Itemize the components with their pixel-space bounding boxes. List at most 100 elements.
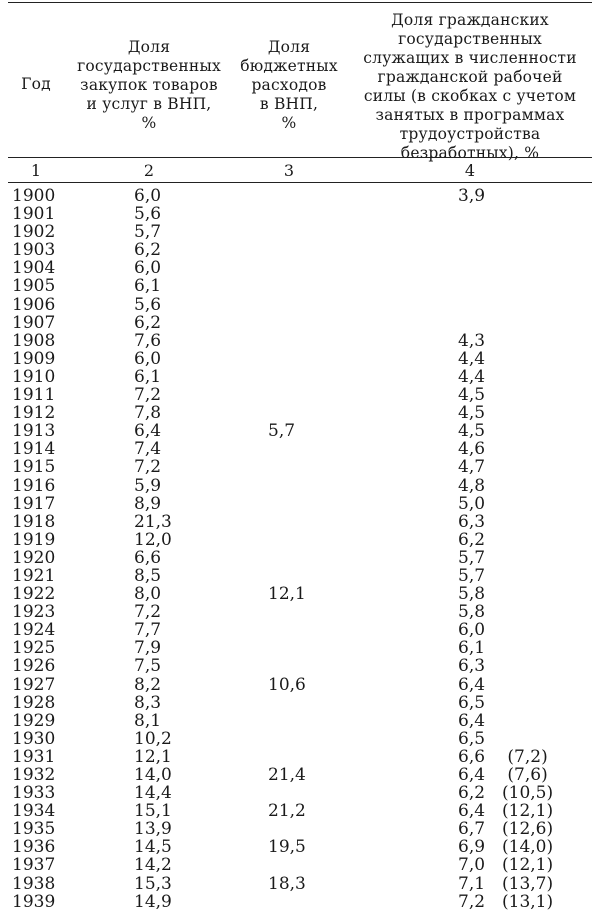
cell-gov-purchases: 5,9 <box>134 475 162 496</box>
table-row: 1913 6,4 5,7 4,5 <box>0 422 600 440</box>
cell-civil-servants: 4,5 <box>458 385 486 406</box>
cell-gov-purchases: 7,8 <box>134 403 162 424</box>
cell-gov-purchases: 6,0 <box>134 186 162 206</box>
cell-gov-purchases: 14,0 <box>134 765 172 785</box>
header-line: бюджетных <box>240 57 338 75</box>
cell-year: 1927 <box>12 674 56 695</box>
cell-gov-purchases: 7,4 <box>134 439 162 460</box>
cell-civil-servants: 4,6 <box>458 439 486 460</box>
cell-civil-servants-with-relief: (10,5) <box>502 783 554 804</box>
cell-year: 1937 <box>12 855 56 876</box>
cell-year: 1914 <box>12 439 56 460</box>
cell-year: 1912 <box>12 403 56 424</box>
cell-civil-servants-with-relief: (13,1) <box>502 891 554 912</box>
cell-year: 1904 <box>12 258 56 279</box>
cell-year: 1935 <box>12 819 56 840</box>
cell-budget-share: 18,3 <box>268 873 306 894</box>
cell-year: 1933 <box>12 783 56 804</box>
table-row: 1936 14,5 19,5 6,9 (14,0) <box>0 838 600 856</box>
cell-year: 1922 <box>12 584 56 605</box>
table-row: 1921 8,5 5,7 <box>0 567 600 585</box>
header-line: % <box>141 114 157 132</box>
cell-civil-servants-with-relief: (12,1) <box>502 801 554 822</box>
cell-civil-servants: 6,4 <box>458 710 486 731</box>
cell-gov-purchases: 6,4 <box>134 421 162 442</box>
cell-civil-servants: 4,8 <box>458 475 486 496</box>
table-row: 1908 7,6 4,3 <box>0 332 600 350</box>
cell-year: 1926 <box>12 656 56 677</box>
table-row: 1926 7,5 6,3 <box>0 657 600 675</box>
cell-year: 1925 <box>12 638 56 659</box>
cell-gov-purchases: 8,9 <box>134 493 162 514</box>
table-row: 1930 10,2 6,5 <box>0 730 600 748</box>
cell-budget-share: 5,7 <box>268 421 296 442</box>
table-row: 1900 6,0 3,9 <box>0 187 600 205</box>
table-row: 1915 7,2 4,7 <box>0 458 600 476</box>
header-line: Год <box>21 75 51 93</box>
cell-gov-purchases: 8,1 <box>134 710 162 731</box>
cell-gov-purchases: 8,5 <box>134 565 162 586</box>
cell-year: 1913 <box>12 421 56 442</box>
header-line: государственных <box>77 57 221 75</box>
table-row: 1918 21,3 6,3 <box>0 513 600 531</box>
header-line: расходов <box>251 76 327 94</box>
column-number-3: 3 <box>283 161 295 180</box>
table-top-rule <box>8 2 592 3</box>
cell-civil-servants: 6,5 <box>458 728 486 749</box>
cell-gov-purchases: 7,7 <box>134 620 162 641</box>
header-line: государственных <box>398 30 542 48</box>
cell-gov-purchases: 5,7 <box>134 222 162 243</box>
table-row: 1909 6,0 4,4 <box>0 350 600 368</box>
table-row: 1916 5,9 4,8 <box>0 477 600 495</box>
cell-year: 1900 <box>12 186 56 206</box>
cell-gov-purchases: 5,6 <box>134 204 162 225</box>
cell-gov-purchases: 14,9 <box>134 891 172 912</box>
cell-year: 1934 <box>12 801 56 822</box>
cell-gov-purchases: 12,1 <box>134 746 172 767</box>
cell-civil-servants: 6,4 <box>458 765 486 785</box>
table-row: 1907 6,2 <box>0 314 600 332</box>
cell-budget-share: 19,5 <box>268 837 306 858</box>
cell-year: 1918 <box>12 511 56 532</box>
header-line: закупок товаров <box>80 76 218 94</box>
header-line: силы (в скобках с учетом <box>363 87 577 105</box>
table-row: 1938 15,3 18,3 7,1 (13,7) <box>0 875 600 893</box>
cell-budget-share: 21,2 <box>268 801 306 822</box>
cell-gov-purchases: 6,6 <box>134 547 162 568</box>
table-row: 1922 8,0 12,1 5,8 <box>0 585 600 603</box>
cell-civil-servants: 4,4 <box>458 366 486 387</box>
table-row: 1933 14,4 6,2 (10,5) <box>0 784 600 802</box>
cell-gov-purchases: 8,3 <box>134 692 162 713</box>
cell-gov-purchases: 15,3 <box>134 873 172 894</box>
cell-year: 1928 <box>12 692 56 713</box>
cell-civil-servants: 7,1 <box>458 873 486 894</box>
table-row: 1910 6,1 4,4 <box>0 368 600 386</box>
cell-gov-purchases: 7,2 <box>134 385 162 406</box>
cell-gov-purchases: 7,2 <box>134 602 162 623</box>
header-line: и услуг в ВНП, <box>86 95 212 113</box>
cell-gov-purchases: 6,1 <box>134 366 162 387</box>
cell-gov-purchases: 6,2 <box>134 240 162 261</box>
table-row: 1920 6,6 5,7 <box>0 549 600 567</box>
cell-year: 1909 <box>12 348 56 369</box>
table-row: 1902 5,7 <box>0 223 600 241</box>
cell-year: 1911 <box>12 385 56 406</box>
cell-civil-servants-with-relief: (12,1) <box>502 855 554 876</box>
cell-civil-servants: 6,0 <box>458 620 486 641</box>
table-row: 1937 14,2 7,0 (12,1) <box>0 856 600 874</box>
cell-year: 1906 <box>12 294 56 315</box>
cell-gov-purchases: 10,2 <box>134 728 172 749</box>
cell-civil-servants: 6,7 <box>458 819 486 840</box>
cell-civil-servants: 4,5 <box>458 403 486 424</box>
table-row: 1903 6,2 <box>0 241 600 259</box>
cell-gov-purchases: 8,0 <box>134 584 162 605</box>
column-number-1: 1 <box>30 161 42 180</box>
cell-gov-purchases: 7,6 <box>134 330 162 351</box>
cell-gov-purchases: 7,5 <box>134 656 162 677</box>
header-budget-share: Доля бюджетных расходов в ВНП,% <box>234 38 344 133</box>
table-row: 1929 8,1 6,4 <box>0 712 600 730</box>
cell-year: 1936 <box>12 837 56 858</box>
cell-gov-purchases: 15,1 <box>134 801 172 822</box>
cell-gov-purchases: 6,1 <box>134 276 162 297</box>
cell-year: 1905 <box>12 276 56 297</box>
